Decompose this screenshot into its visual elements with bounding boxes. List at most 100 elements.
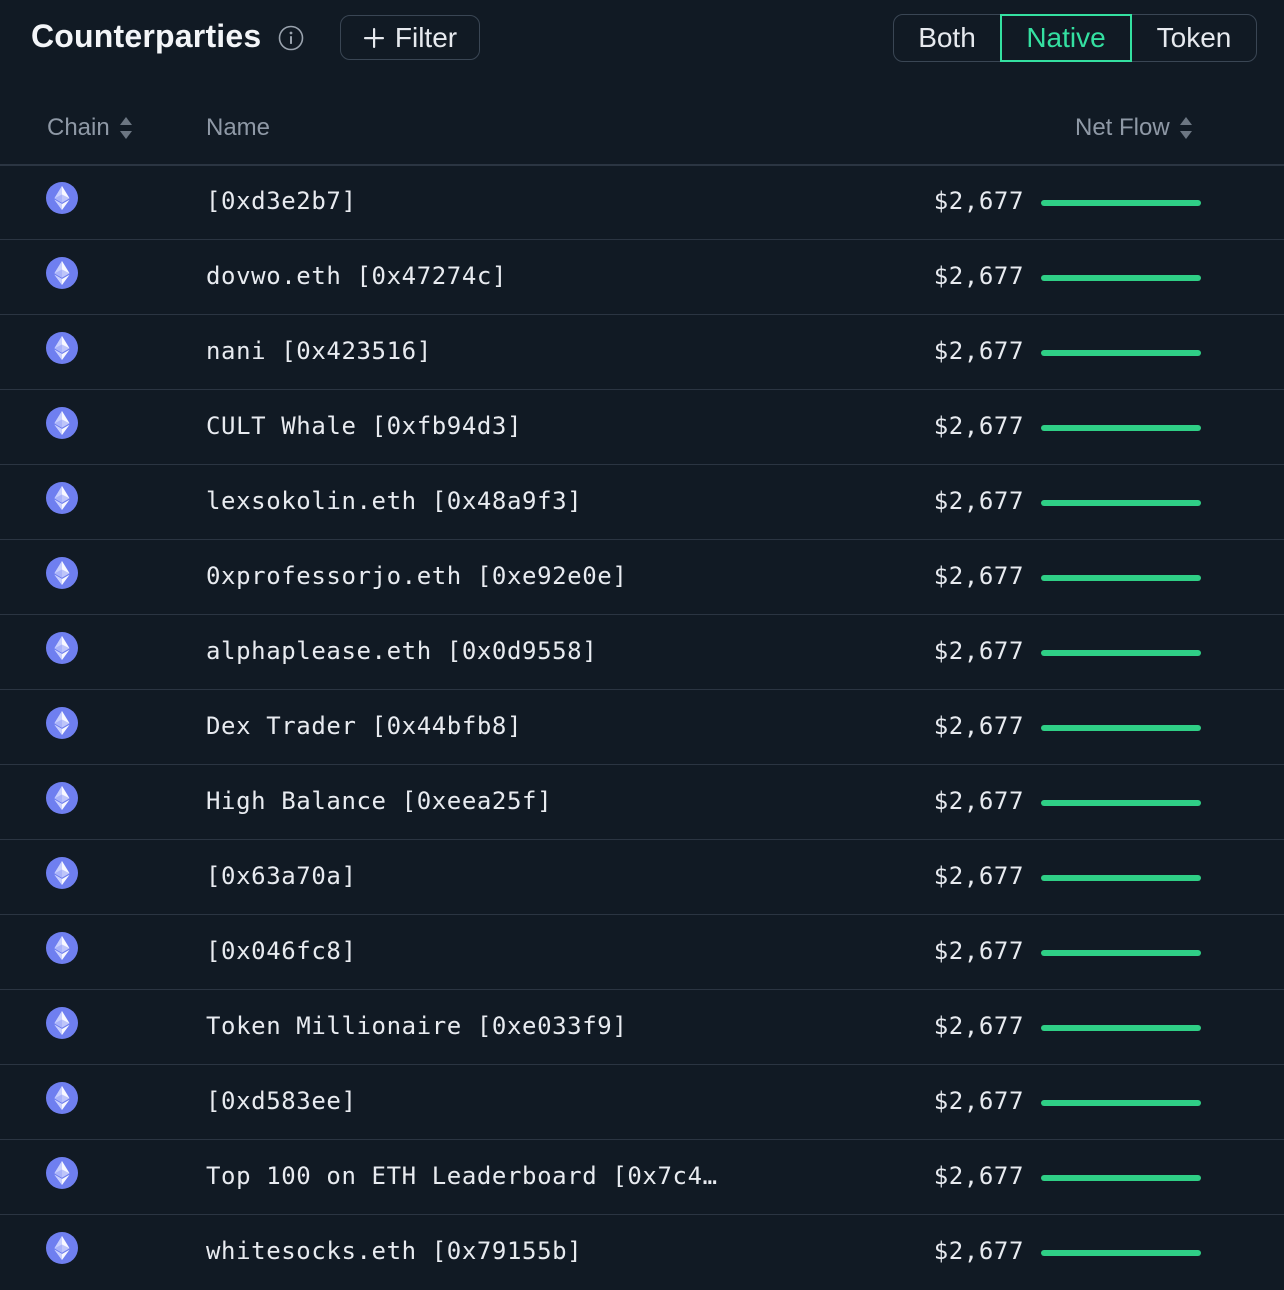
counterparty-name[interactable]: [0xd583ee] — [206, 1087, 357, 1115]
counterparty-name[interactable]: [0x63a70a] — [206, 862, 357, 890]
net-flow-bar — [1041, 1025, 1201, 1031]
net-flow-bar-fill — [1041, 1175, 1201, 1181]
net-flow-bar-fill — [1041, 350, 1201, 356]
ethereum-icon — [46, 857, 78, 889]
table-row[interactable]: nani [0x423516] $2,677 — [0, 315, 1284, 390]
counterparty-name[interactable]: nani [0x423516] — [206, 337, 432, 365]
filter-button[interactable]: Filter — [340, 15, 480, 60]
net-flow-bar-fill — [1041, 200, 1201, 206]
counterparty-name[interactable]: [0xd3e2b7] — [206, 187, 357, 215]
net-flow-bar-fill — [1041, 575, 1201, 581]
net-flow-value: $2,677 — [933, 1237, 1024, 1265]
ethereum-icon — [46, 1157, 78, 1189]
segment-native[interactable]: Native — [1000, 13, 1132, 62]
counterparty-name[interactable]: lexsokolin.eth [0x48a9f3] — [206, 487, 583, 515]
counterparty-name[interactable]: 0xprofessorjo.eth [0xe92e0e] — [206, 562, 628, 590]
table-row[interactable]: dovwo.eth [0x47274c] $2,677 — [0, 240, 1284, 315]
table-row[interactable]: [0xd583ee] $2,677 — [0, 1065, 1284, 1140]
table-row[interactable]: Top 100 on ETH Leaderboard [0x7c4… $2,67… — [0, 1140, 1284, 1215]
net-flow-bar-fill — [1041, 650, 1201, 656]
panel-header: Counterparties Filter Both Native Token — [0, 0, 1284, 80]
counterparty-name[interactable]: whitesocks.eth [0x79155b] — [206, 1237, 583, 1265]
table-row[interactable]: Token Millionaire [0xe033f9] $2,677 — [0, 990, 1284, 1065]
net-flow-value: $2,677 — [933, 712, 1024, 740]
net-flow-value: $2,677 — [933, 1162, 1024, 1190]
net-flow-value: $2,677 — [933, 187, 1024, 215]
net-flow-bar-fill — [1041, 1250, 1201, 1256]
table-row[interactable]: High Balance [0xeea25f] $2,677 — [0, 765, 1284, 840]
table-row[interactable]: Dex Trader [0x44bfb8] $2,677 — [0, 690, 1284, 765]
ethereum-icon — [46, 257, 78, 289]
counterparty-name[interactable]: Top 100 on ETH Leaderboard [0x7c4… — [206, 1162, 718, 1190]
segment-both[interactable]: Both — [918, 22, 976, 53]
net-flow-value: $2,677 — [933, 487, 1024, 515]
net-flow-bar — [1041, 1175, 1201, 1181]
table-row[interactable]: CULT Whale [0xfb94d3] $2,677 — [0, 390, 1284, 465]
counterparty-name[interactable]: CULT Whale [0xfb94d3] — [206, 412, 523, 440]
net-flow-bar — [1041, 800, 1201, 806]
ethereum-icon — [46, 1007, 78, 1039]
net-flow-bar-fill — [1041, 800, 1201, 806]
column-header-name: Name — [206, 108, 270, 148]
counterparty-name[interactable]: Dex Trader [0x44bfb8] — [206, 712, 523, 740]
table-row[interactable]: alphaplease.eth [0x0d9558] $2,677 — [0, 615, 1284, 690]
net-flow-value: $2,677 — [933, 262, 1024, 290]
net-flow-bar-fill — [1041, 1100, 1201, 1106]
column-header-net-flow[interactable]: Net Flow — [1075, 108, 1194, 148]
net-flow-bar — [1041, 1100, 1201, 1106]
net-flow-bar — [1041, 200, 1201, 206]
table-row[interactable]: [0xd3e2b7] $2,677 — [0, 165, 1284, 240]
ethereum-icon — [46, 332, 78, 364]
net-flow-value: $2,677 — [933, 337, 1024, 365]
counterparty-name[interactable]: Token Millionaire [0xe033f9] — [206, 1012, 628, 1040]
column-header-net-flow-label: Net Flow — [1075, 114, 1170, 141]
ethereum-icon — [46, 557, 78, 589]
column-header-chain-label: Chain — [47, 114, 110, 141]
ethereum-icon — [46, 182, 78, 214]
net-flow-bar — [1041, 575, 1201, 581]
counterparty-name[interactable]: High Balance [0xeea25f] — [206, 787, 553, 815]
ethereum-icon — [46, 707, 78, 739]
table-row[interactable]: [0x046fc8] $2,677 — [0, 915, 1284, 990]
net-flow-bar-fill — [1041, 500, 1201, 506]
net-flow-bar — [1041, 725, 1201, 731]
net-flow-bar — [1041, 425, 1201, 431]
net-flow-bar — [1041, 500, 1201, 506]
page-title: Counterparties — [31, 18, 262, 54]
table-row[interactable]: whitesocks.eth [0x79155b] $2,677 — [0, 1215, 1284, 1290]
ethereum-icon — [46, 1082, 78, 1114]
net-flow-bar — [1041, 275, 1201, 281]
table-row[interactable]: lexsokolin.eth [0x48a9f3] $2,677 — [0, 465, 1284, 540]
net-flow-bar-fill — [1041, 425, 1201, 431]
table-row[interactable]: 0xprofessorjo.eth [0xe92e0e] $2,677 — [0, 540, 1284, 615]
net-flow-value: $2,677 — [933, 787, 1024, 815]
asset-type-toggle: Both Native Token — [893, 13, 1257, 62]
segment-token[interactable]: Token — [1156, 22, 1232, 53]
net-flow-bar-fill — [1041, 275, 1201, 281]
table-row[interactable]: [0x63a70a] $2,677 — [0, 840, 1284, 915]
net-flow-bar — [1041, 950, 1201, 956]
counterparty-name[interactable]: [0x046fc8] — [206, 937, 357, 965]
sort-icon — [119, 117, 132, 139]
ethereum-icon — [46, 407, 78, 439]
net-flow-bar-fill — [1041, 725, 1201, 731]
net-flow-bar-fill — [1041, 950, 1201, 956]
ethereum-icon — [46, 1232, 78, 1264]
net-flow-value: $2,677 — [933, 562, 1024, 590]
counterparty-name[interactable]: dovwo.eth [0x47274c] — [206, 262, 507, 290]
filter-label: Filter — [394, 21, 458, 53]
column-header-name-label: Name — [206, 114, 271, 141]
net-flow-bar — [1041, 350, 1201, 356]
info-icon[interactable] — [278, 25, 304, 51]
counterparty-name[interactable]: alphaplease.eth [0x0d9558] — [206, 637, 598, 665]
header-divider — [0, 164, 1284, 166]
ethereum-icon — [46, 632, 78, 664]
net-flow-bar — [1041, 1250, 1201, 1256]
ethereum-icon — [46, 482, 78, 514]
ethereum-icon — [46, 932, 78, 964]
counterparties-table: [0xd3e2b7] $2,677 dovwo.eth [0x47274c] $… — [0, 165, 1284, 1290]
column-header-chain[interactable]: Chain — [47, 108, 134, 148]
sort-icon — [1179, 117, 1192, 139]
net-flow-value: $2,677 — [933, 1012, 1024, 1040]
net-flow-value: $2,677 — [933, 412, 1024, 440]
